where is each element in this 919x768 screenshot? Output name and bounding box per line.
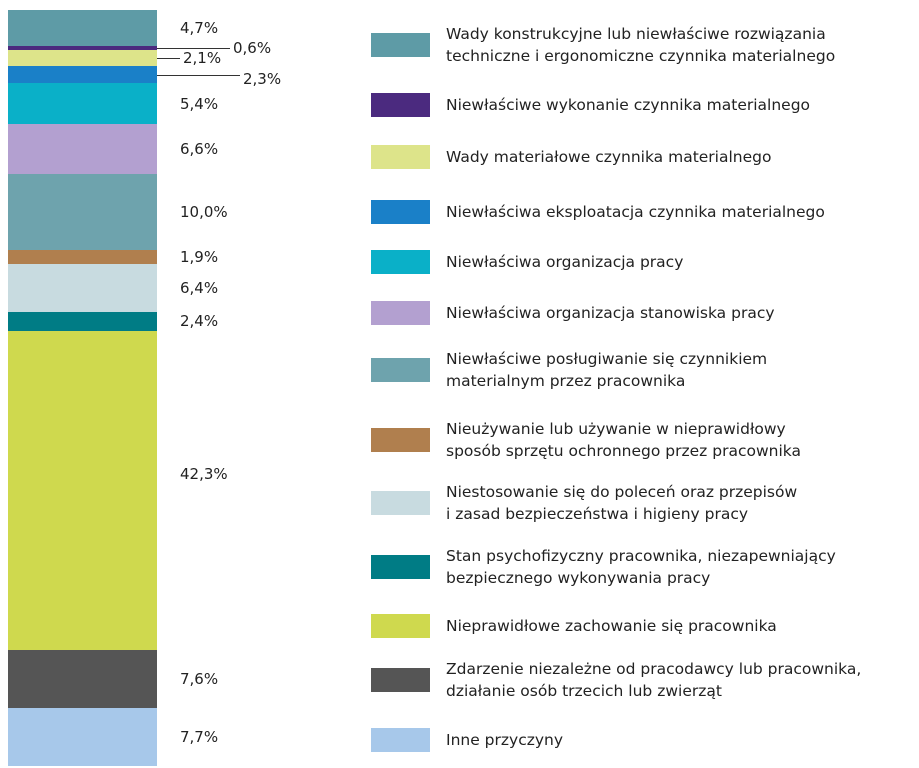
leader-line [157,74,240,76]
leader-line [157,58,180,59]
bar-segment [8,124,157,175]
legend-swatch [371,491,430,515]
value-label: 10,0% [180,202,228,221]
value-label: 6,4% [180,279,219,298]
value-label: 2,3% [243,69,282,88]
legend-swatch [371,555,430,579]
legend-label: Niewłaściwe posługiwanie się czynnikiem … [446,350,768,390]
value-label: 2,1% [183,49,222,67]
bar-segment [8,50,157,66]
value-label: 5,4% [180,94,219,113]
legend-label: Niewłaściwa eksploatacja czynnika materi… [446,203,825,221]
legend-swatch [371,145,430,169]
bar-segment [8,650,157,708]
legend-label: Niewłaściwa organizacja stanowiska pracy [446,304,775,322]
bar-segment [8,65,157,84]
legend-label: Wady konstrukcyjne lub niewłaściwe rozwi… [446,25,836,65]
value-label: 1,9% [180,247,219,266]
value-label: 2,4% [180,312,219,331]
value-label: 42,3% [180,465,228,484]
legend-label: Inne przyczyny [446,731,564,749]
legend-label: Wady materiałowe czynnika materialnego [446,148,772,166]
bar-segment [8,10,157,46]
legend-swatch [371,301,430,325]
value-label: 0,6% [233,38,272,57]
legend-label: Niestosowanie się do poleceń oraz przepi… [446,483,798,523]
value-label: 7,7% [180,727,219,746]
bar-segment [8,83,157,125]
legend-swatch [371,250,430,274]
legend-swatch [371,668,430,692]
legend-swatch [371,93,430,117]
bar-segment [8,174,157,250]
value-label: 7,6% [180,670,219,689]
legend-label: Zdarzenie niezależne od pracodawcy lub p… [446,660,862,700]
bar-segment [8,330,157,651]
value-label: 6,6% [180,140,219,159]
bar-segment [8,707,157,766]
legend-swatch [371,200,430,224]
bar-segment [8,45,157,51]
bar-segment [8,264,157,313]
legend-label: Nieużywanie lub używanie w nieprawidłowy… [446,420,801,460]
legend-swatch [371,728,430,752]
bar-segment [8,312,157,331]
legend-label: Nieprawidłowe zachowanie się pracownika [446,617,777,635]
legend-label: Niewłaściwa organizacja pracy [446,253,684,271]
value-label: 4,7% [180,18,219,37]
legend-label: Stan psychofizyczny pracownika, niezapew… [446,547,836,587]
legend-swatch [371,428,430,452]
legend-swatch [371,33,430,57]
leader-line [157,47,230,49]
legend-swatch [371,358,430,382]
legend-swatch [371,614,430,638]
bar-segment [8,249,157,264]
legend-label: Niewłaściwe wykonanie czynnika materialn… [446,96,811,114]
